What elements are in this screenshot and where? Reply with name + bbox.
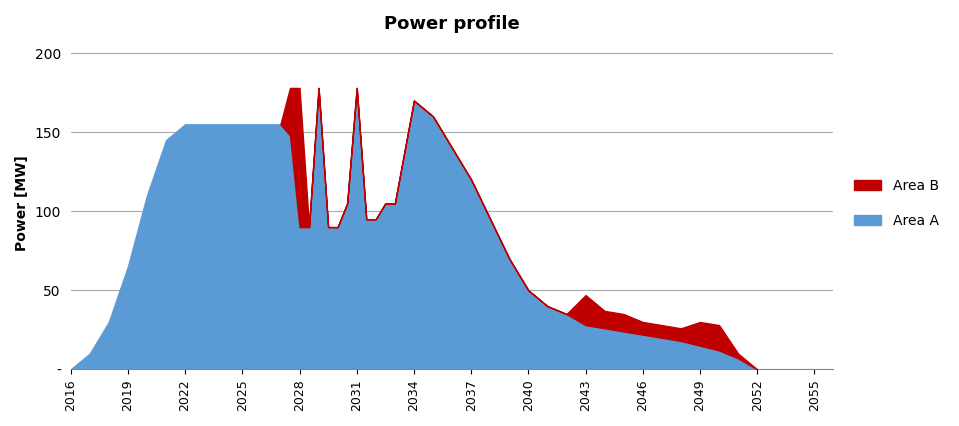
Y-axis label: Power [MW]: Power [MW]	[15, 155, 29, 251]
Legend: Area B, Area A: Area B, Area A	[848, 173, 945, 233]
Title: Power profile: Power profile	[385, 15, 520, 33]
